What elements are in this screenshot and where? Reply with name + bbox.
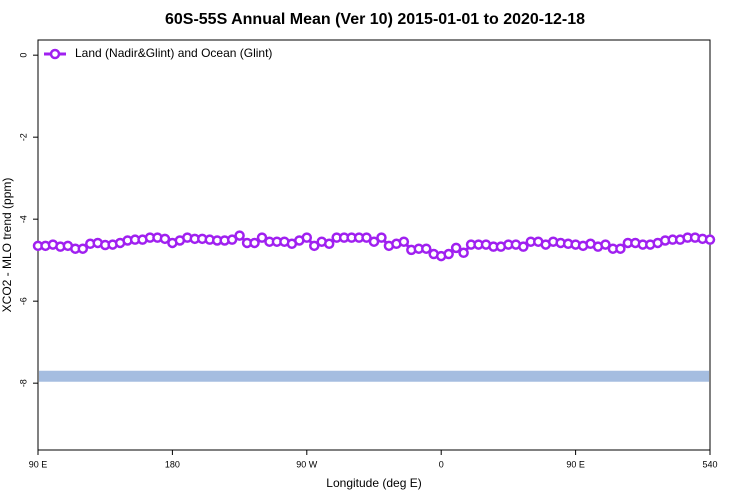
legend-label: Land (Nadir&Glint) and Ocean (Glint) bbox=[75, 46, 272, 60]
x-tick-label: 180 bbox=[165, 459, 180, 469]
x-axis-label: Longitude (deg E) bbox=[326, 476, 421, 490]
data-point bbox=[421, 243, 432, 254]
data-point bbox=[368, 236, 380, 247]
data-point bbox=[77, 243, 89, 254]
y-tick-label: -2 bbox=[18, 133, 28, 141]
data-point bbox=[450, 242, 462, 254]
x-tick-label: 90 W bbox=[296, 459, 318, 469]
y-tick-label: -4 bbox=[18, 215, 28, 223]
data-point bbox=[518, 241, 529, 252]
data-point bbox=[323, 238, 335, 250]
x-tick-label: 90 E bbox=[566, 459, 585, 469]
data-point bbox=[301, 232, 313, 243]
data-point bbox=[234, 230, 245, 241]
data-point bbox=[226, 234, 238, 245]
data-point bbox=[458, 247, 469, 259]
x-tick-label: 540 bbox=[702, 459, 717, 469]
data-point bbox=[159, 233, 171, 245]
data-point bbox=[249, 237, 260, 249]
y-axis-label: XCO2 - MLO trend (ppm) bbox=[0, 178, 14, 313]
data-point bbox=[361, 232, 372, 243]
chart-title: 60S-55S Annual Mean (Ver 10) 2015-01-01 … bbox=[165, 11, 585, 28]
data-point bbox=[256, 232, 268, 243]
data-point bbox=[309, 240, 320, 252]
x-tick-label: 0 bbox=[439, 459, 444, 469]
legend-marker bbox=[49, 48, 61, 60]
x-tick-label: 90 E bbox=[29, 459, 48, 469]
data-point bbox=[443, 248, 454, 260]
y-tick-label: -6 bbox=[18, 297, 28, 305]
y-tick-label: 0 bbox=[18, 53, 28, 58]
data-point bbox=[376, 232, 387, 243]
y-tick-label: -8 bbox=[18, 379, 28, 387]
data-point bbox=[704, 234, 716, 245]
data-point bbox=[398, 236, 410, 247]
data-point bbox=[600, 239, 611, 250]
data-point bbox=[615, 243, 626, 254]
